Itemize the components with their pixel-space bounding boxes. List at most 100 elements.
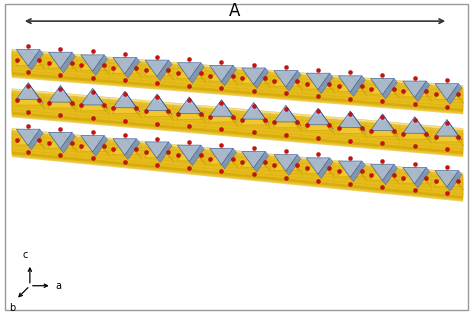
Polygon shape <box>383 78 400 98</box>
Polygon shape <box>371 114 394 130</box>
Polygon shape <box>28 129 43 150</box>
Polygon shape <box>254 68 271 88</box>
Polygon shape <box>12 94 463 156</box>
Polygon shape <box>286 154 303 175</box>
Polygon shape <box>80 95 105 111</box>
Polygon shape <box>28 50 43 70</box>
Polygon shape <box>49 52 72 69</box>
Polygon shape <box>12 132 463 200</box>
Polygon shape <box>383 114 397 135</box>
Polygon shape <box>383 164 397 185</box>
Polygon shape <box>113 58 137 74</box>
Polygon shape <box>12 55 463 114</box>
Polygon shape <box>254 151 271 171</box>
Polygon shape <box>49 132 72 149</box>
Polygon shape <box>145 94 169 111</box>
Polygon shape <box>12 52 463 112</box>
Polygon shape <box>209 148 234 164</box>
Polygon shape <box>447 120 462 140</box>
Polygon shape <box>254 152 269 172</box>
Polygon shape <box>80 54 105 71</box>
Polygon shape <box>318 115 335 135</box>
Polygon shape <box>144 100 169 117</box>
Polygon shape <box>383 164 400 184</box>
Polygon shape <box>12 132 463 199</box>
Polygon shape <box>12 129 463 196</box>
Polygon shape <box>274 71 298 87</box>
Polygon shape <box>318 158 333 179</box>
Polygon shape <box>338 76 363 92</box>
Polygon shape <box>306 115 331 131</box>
Polygon shape <box>434 126 459 142</box>
Polygon shape <box>383 78 397 99</box>
Polygon shape <box>189 103 206 123</box>
Polygon shape <box>12 130 463 198</box>
Polygon shape <box>125 91 140 112</box>
Polygon shape <box>338 161 363 177</box>
Polygon shape <box>286 71 301 91</box>
Polygon shape <box>112 139 137 155</box>
Polygon shape <box>447 84 462 104</box>
Polygon shape <box>306 73 330 90</box>
Polygon shape <box>12 131 463 199</box>
Polygon shape <box>61 92 78 112</box>
Polygon shape <box>254 109 271 129</box>
Polygon shape <box>12 89 463 152</box>
Polygon shape <box>339 111 362 128</box>
Polygon shape <box>447 83 464 103</box>
Polygon shape <box>12 54 463 114</box>
Polygon shape <box>273 154 298 170</box>
Polygon shape <box>81 135 105 152</box>
Polygon shape <box>221 106 238 126</box>
Polygon shape <box>306 158 331 174</box>
Polygon shape <box>12 51 463 111</box>
Polygon shape <box>242 68 265 84</box>
Polygon shape <box>12 53 463 113</box>
Polygon shape <box>350 76 365 96</box>
Polygon shape <box>209 106 234 122</box>
Polygon shape <box>157 60 174 80</box>
Polygon shape <box>125 139 140 159</box>
Polygon shape <box>176 62 202 78</box>
Polygon shape <box>447 171 462 191</box>
Polygon shape <box>144 60 169 76</box>
Polygon shape <box>93 95 110 115</box>
Polygon shape <box>16 49 41 66</box>
Polygon shape <box>286 112 303 132</box>
Polygon shape <box>17 83 40 99</box>
Polygon shape <box>415 117 429 137</box>
Polygon shape <box>17 129 40 146</box>
Polygon shape <box>28 129 45 149</box>
Polygon shape <box>242 152 265 168</box>
Polygon shape <box>16 129 41 145</box>
Polygon shape <box>435 84 459 100</box>
Polygon shape <box>370 78 395 94</box>
Polygon shape <box>371 78 394 95</box>
Polygon shape <box>12 54 463 113</box>
Polygon shape <box>210 148 233 165</box>
Text: a: a <box>56 281 61 291</box>
Polygon shape <box>286 155 301 175</box>
Polygon shape <box>177 63 201 79</box>
Polygon shape <box>338 117 363 134</box>
Polygon shape <box>339 76 362 92</box>
Polygon shape <box>254 103 269 123</box>
Text: A: A <box>229 2 241 20</box>
Polygon shape <box>350 161 365 182</box>
Polygon shape <box>125 98 142 117</box>
Text: b: b <box>9 303 15 312</box>
Polygon shape <box>49 86 72 102</box>
Polygon shape <box>370 164 395 180</box>
Polygon shape <box>221 65 238 85</box>
Polygon shape <box>28 89 45 109</box>
Polygon shape <box>189 97 204 117</box>
Polygon shape <box>371 164 394 181</box>
Polygon shape <box>415 167 432 187</box>
Polygon shape <box>12 93 463 155</box>
Polygon shape <box>93 55 107 76</box>
Polygon shape <box>12 94 463 157</box>
Polygon shape <box>93 89 107 109</box>
Polygon shape <box>254 68 269 89</box>
Polygon shape <box>350 161 368 181</box>
Polygon shape <box>12 51 463 111</box>
